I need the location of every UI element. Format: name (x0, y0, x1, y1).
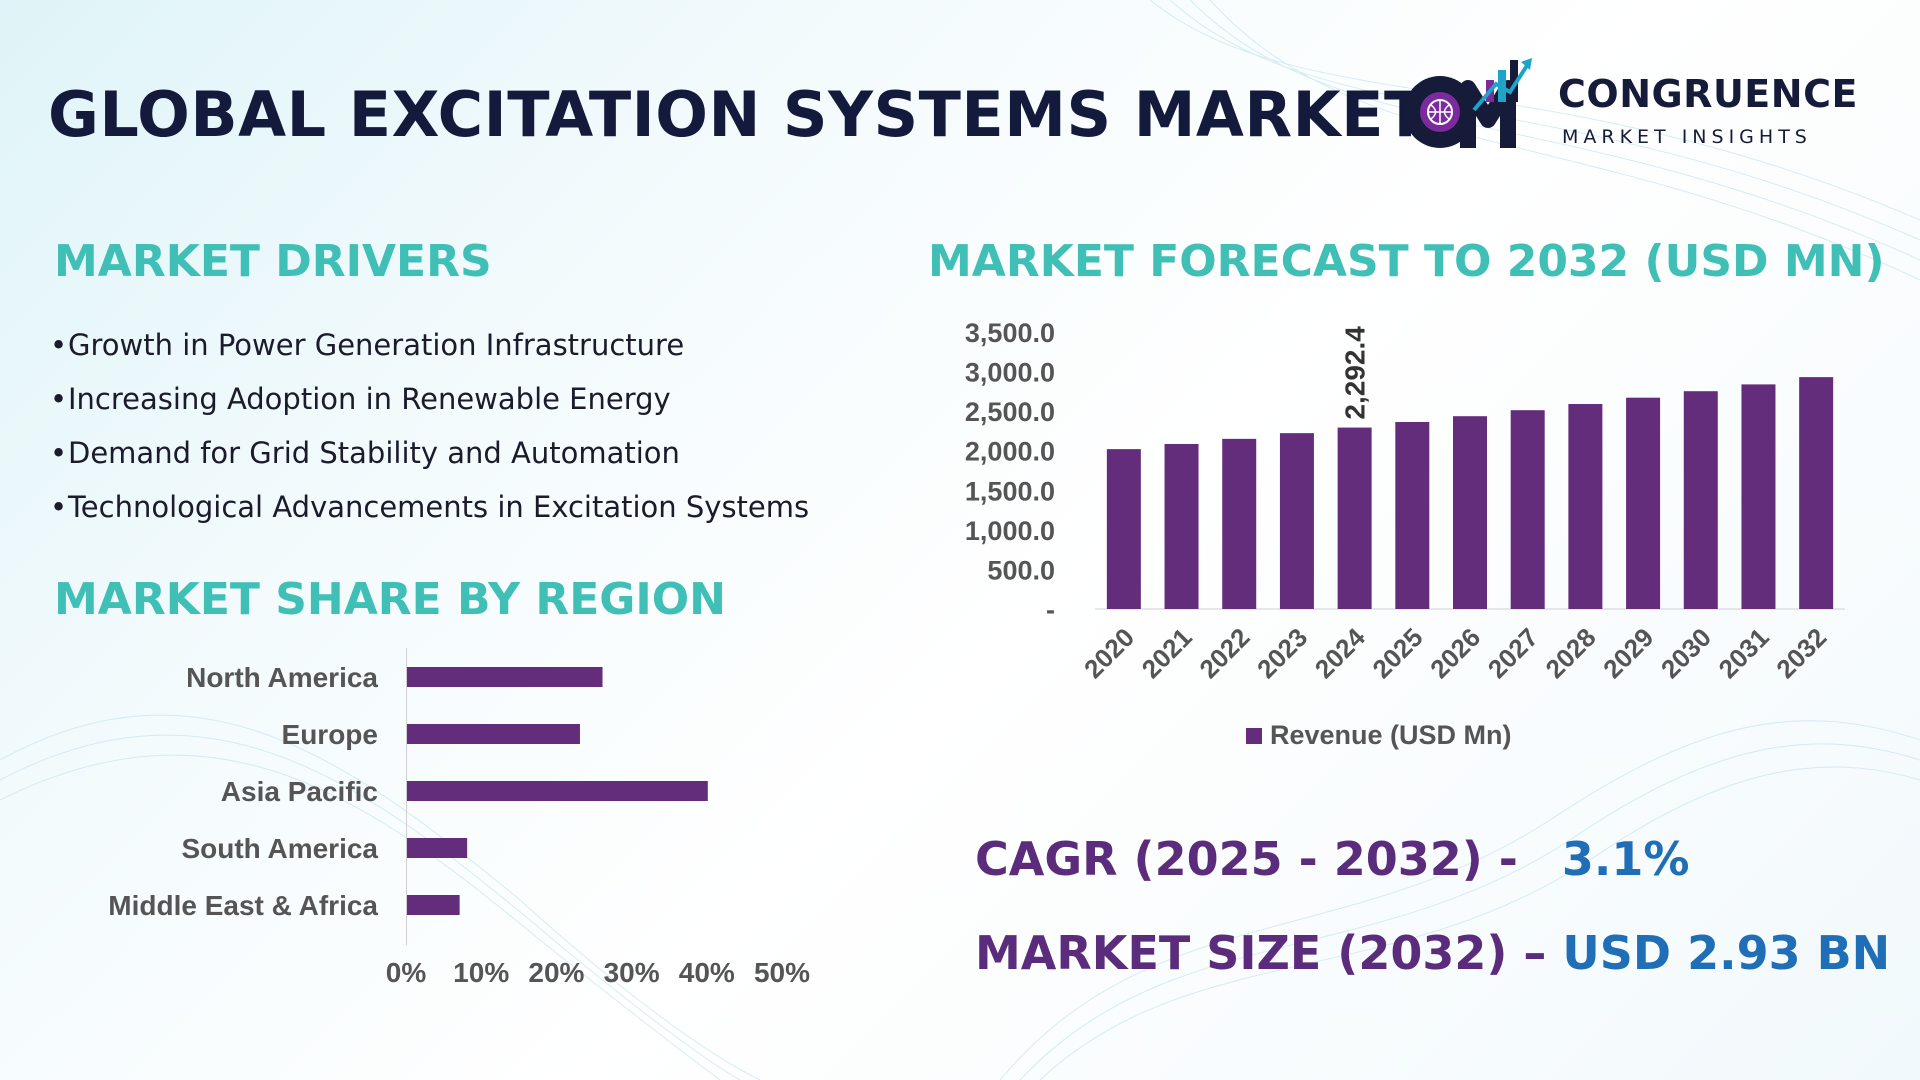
x-tick-label: 2021 (1136, 622, 1198, 684)
market-size-label: MARKET SIZE (2032) – (975, 926, 1547, 980)
forecast-chart: - 500.0 1,000.0 1,500.0 2,000.0 2,500.0 3,000.… (965, 318, 1845, 750)
x-tick-label: 2020 (1078, 622, 1140, 684)
logo-name: CONGRUENCE (1558, 72, 1858, 116)
bullet-icon: • (50, 328, 68, 362)
x-tick-label: 2025 (1366, 622, 1428, 684)
cagr-kpi: CAGR (2025 - 2032) - 3.1% (975, 832, 1689, 886)
y-tick-label: 2,000.0 (965, 437, 1055, 467)
company-logo: CONGRUENCE MARKET INSIGHTS (1400, 50, 1880, 160)
forecast-bar (1510, 410, 1545, 609)
driver-item: •Growth in Power Generation Infrastructu… (50, 318, 809, 372)
market-size-value: USD 2.93 BN (1562, 926, 1891, 980)
drivers-list: •Growth in Power Generation Infrastructu… (50, 318, 809, 534)
region-bar (407, 781, 708, 801)
forecast-bar (1568, 404, 1603, 609)
x-tick-label: 40% (679, 957, 735, 988)
driver-item: •Increasing Adoption in Renewable Energy (50, 372, 809, 426)
y-tick-label: 2,500.0 (965, 397, 1055, 427)
y-tick-label: 1,000.0 (965, 516, 1055, 546)
region-label: Europe (282, 719, 378, 750)
driver-text: Demand for Grid Stability and Automation (68, 436, 680, 470)
legend-swatch (1246, 728, 1262, 744)
forecast-bar (1279, 433, 1314, 609)
region-share-chart: North America Europe Asia Pacific South Ame… (108, 648, 810, 988)
page-title: GLOBAL EXCITATION SYSTEMS MARKET (48, 78, 1427, 151)
x-tick-label: 2029 (1597, 622, 1659, 684)
forecast-bar (1683, 391, 1718, 609)
x-tick-label: 2028 (1540, 622, 1602, 684)
bullet-icon: • (50, 490, 68, 524)
forecast-bar (1222, 438, 1257, 609)
region-bar (407, 838, 468, 858)
x-tick-label: 50% (754, 957, 810, 988)
forecast-bar (1741, 384, 1776, 609)
x-tick-label: 2027 (1482, 622, 1544, 684)
region-bar (407, 667, 603, 687)
region-label: Asia Pacific (221, 776, 378, 807)
driver-text: Technological Advancements in Excitation… (68, 490, 810, 524)
region-label: South America (181, 833, 378, 864)
forecast-bar (1164, 443, 1199, 609)
x-tick-label: 2024 (1309, 622, 1371, 684)
cagr-value: 3.1% (1561, 832, 1690, 886)
x-tick-label: 2023 (1251, 622, 1313, 684)
x-tick-label: 0% (386, 957, 427, 988)
y-tick-label: - (1046, 595, 1055, 625)
x-tick-label: 30% (604, 957, 660, 988)
forecast-title: MARKET FORECAST TO 2032 (USD MN) (928, 236, 1885, 287)
bullet-icon: • (50, 382, 68, 416)
y-tick-label: 3,000.0 (965, 358, 1055, 388)
forecast-bar (1453, 416, 1487, 609)
x-tick-label: 2022 (1193, 622, 1255, 684)
driver-text: Growth in Power Generation Infrastructur… (68, 328, 685, 362)
forecast-bar (1106, 449, 1141, 609)
x-tick-label: 2026 (1424, 622, 1486, 684)
forecast-bar (1799, 377, 1834, 609)
x-tick-label: 2032 (1770, 622, 1832, 684)
congruence-logo-icon (1404, 58, 1532, 148)
drivers-title: MARKET DRIVERS (54, 236, 492, 287)
market-size-kpi: MARKET SIZE (2032) – USD 2.93 BN (975, 926, 1890, 980)
region-bar (407, 724, 580, 744)
region-label: Middle East & Africa (108, 890, 378, 921)
forecast-bar (1626, 397, 1661, 609)
driver-item: •Demand for Grid Stability and Automatio… (50, 426, 809, 480)
driver-item: •Technological Advancements in Excitatio… (50, 480, 809, 534)
x-tick-label: 2030 (1655, 622, 1717, 684)
driver-text: Increasing Adoption in Renewable Energy (68, 382, 671, 416)
region-title: MARKET SHARE BY REGION (54, 574, 726, 625)
forecast-bar (1395, 421, 1430, 609)
y-tick-label: 3,500.0 (965, 318, 1055, 348)
forecast-bar (1337, 427, 1372, 609)
bullet-icon: • (50, 436, 68, 470)
y-tick-label: 500.0 (987, 555, 1055, 585)
cagr-label: CAGR (2025 - 2032) - (975, 832, 1518, 886)
region-label: North America (186, 662, 378, 693)
logo-subtitle: MARKET INSIGHTS (1562, 126, 1812, 148)
y-tick-label: 1,500.0 (965, 476, 1055, 506)
x-tick-label: 10% (453, 957, 509, 988)
data-label: 2,292.4 (1340, 326, 1371, 420)
x-tick-label: 20% (528, 957, 584, 988)
region-bar (407, 895, 460, 915)
x-tick-label: 2031 (1713, 622, 1775, 684)
legend-label: Revenue (USD Mn) (1270, 720, 1512, 750)
